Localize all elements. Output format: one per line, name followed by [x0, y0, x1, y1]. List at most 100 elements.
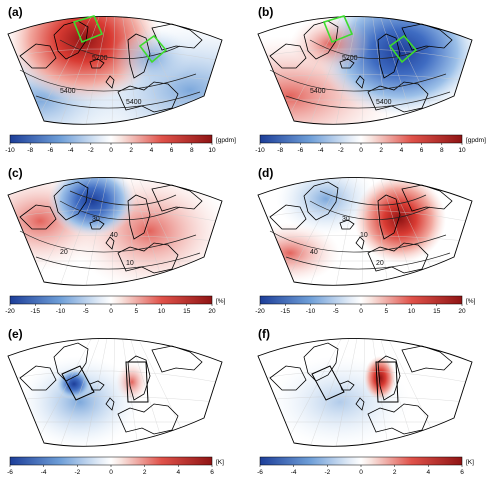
colorbar-gradient: [259, 456, 463, 466]
negative-anomaly-area: [112, 28, 192, 88]
field-layer: [8, 338, 222, 447]
parallel-line: [261, 209, 467, 222]
contour-line: [69, 190, 177, 206]
meridian-line: [283, 338, 367, 447]
cold-anomaly-core: [56, 368, 92, 400]
meridian-line: [115, 338, 139, 447]
contour-label: 20: [60, 249, 68, 256]
coastline: [339, 219, 355, 230]
meridian-line: [115, 16, 165, 125]
colorbar-tick-label: 0: [109, 308, 113, 315]
coastline: [19, 365, 57, 391]
coastline: [53, 181, 89, 221]
contour-label: 40: [110, 232, 118, 239]
meridian-line: [335, 16, 367, 125]
meridian-line: [111, 338, 117, 447]
colorbar-tick-label: 10: [458, 147, 466, 154]
contour-line: [285, 252, 451, 270]
contour-label: 5400: [60, 88, 76, 95]
contour-line: [269, 230, 447, 253]
colorbar-tick-label: 0: [109, 469, 113, 476]
panel-label: (c): [8, 166, 23, 180]
parallel-line: [261, 48, 467, 61]
panel-a: 5200 5400 5400 (a) -10 -8 -6 -4 -2 0 2 4 6 8 10[gpdm]: [5, 5, 236, 154]
meridian-line: [361, 16, 367, 125]
coastline: [339, 380, 355, 391]
colorbar-tick-label: 0: [359, 469, 363, 476]
contour-line: [19, 230, 197, 253]
region-box: [125, 361, 149, 403]
panel-label: (a): [8, 5, 23, 19]
coastline: [117, 403, 179, 435]
warm-anomaly-area: [116, 362, 148, 402]
colorbar-tick-label: -15: [281, 308, 291, 315]
meridian-line: [85, 16, 117, 125]
panel-label: (d): [258, 166, 273, 180]
colorbar-tick-label: -10: [306, 308, 316, 315]
colorbar-gradient: [9, 134, 213, 144]
meridian-line: [309, 16, 367, 125]
negative-anomaly-core: [48, 177, 136, 237]
coastline: [377, 33, 401, 79]
colorbar-unit-label: [K]: [466, 459, 474, 466]
colorbar-tick-label: 6: [460, 469, 464, 476]
region-box: [388, 34, 418, 64]
colorbar-tick-label: 15: [183, 308, 191, 315]
field-layer: [258, 177, 472, 286]
colorbar-tick-label: 5: [384, 308, 388, 315]
meridian-line: [365, 16, 415, 125]
coastline: [53, 342, 89, 382]
contour-line: [35, 91, 201, 109]
colorbar-tick-label: 6: [170, 147, 174, 154]
coastline: [355, 397, 365, 411]
coastline: [401, 345, 453, 373]
colorbar: -20 -15 -10 -5 0 5 10 15 20[%]: [255, 295, 476, 315]
coastline: [127, 33, 151, 79]
meridian-line: [309, 338, 367, 447]
coastline: [19, 204, 57, 230]
panel-e: (e) -6 -4 -2 0 2 4 6[K]: [7, 327, 224, 476]
colorbar-tick-label: 15: [433, 308, 441, 315]
colorbar-tick-label: -20: [5, 308, 15, 315]
meridian-line: [335, 177, 367, 286]
coastline: [269, 43, 307, 69]
colorbar-tick-label: -10: [5, 147, 15, 154]
colorbar-tick-label: -10: [56, 308, 66, 315]
colorbar-unit-label: [gpdm]: [216, 137, 236, 144]
meridian-line: [361, 338, 367, 447]
colorbar-gradient: [259, 134, 463, 144]
warm-anomaly-core: [364, 356, 396, 400]
coastline: [367, 242, 429, 274]
colorbar-tick-label: 4: [400, 147, 404, 154]
contour-label: 30: [92, 216, 100, 223]
contour-label: 10: [360, 232, 368, 239]
parallel-line: [261, 396, 467, 403]
meridian-line: [365, 338, 441, 447]
colorbar-tick-label: -10: [255, 147, 265, 154]
meridian-line: [115, 16, 139, 125]
coastline: [89, 380, 105, 391]
coastline: [269, 204, 307, 230]
contour-line: [269, 69, 447, 92]
colorbar-gradient: [259, 295, 463, 305]
colorbar-tick-label: 0: [109, 147, 113, 154]
meridian-line: [365, 16, 389, 125]
panel-b: 5200 5400 5400 (b) -10 -8 -6 -4 -2 0 2 4 6 8 10[gpdm]: [255, 5, 486, 154]
positive-anomaly-area: [258, 223, 340, 283]
colorbar: -10 -8 -6 -4 -2 0 2 4 6 8 10[gpdm]: [5, 134, 236, 154]
contour-line: [59, 200, 181, 220]
contour-line: [309, 39, 431, 59]
colorbar-tick-label: -8: [277, 147, 283, 154]
colorbar-tick-label: -4: [41, 469, 47, 476]
colorbar-tick-label: 2: [379, 147, 383, 154]
colorbar-tick-label: 20: [208, 308, 216, 315]
contour-line: [59, 39, 181, 59]
meridian-line: [85, 338, 117, 447]
positive-anomaly-area: [290, 16, 370, 72]
coastline: [117, 81, 179, 113]
colorbar-tick-label: 10: [208, 147, 216, 154]
colorbar-tick-label: -6: [7, 469, 13, 476]
colorbar-tick-label: 8: [190, 147, 194, 154]
colorbar-unit-label: [%]: [216, 298, 226, 305]
